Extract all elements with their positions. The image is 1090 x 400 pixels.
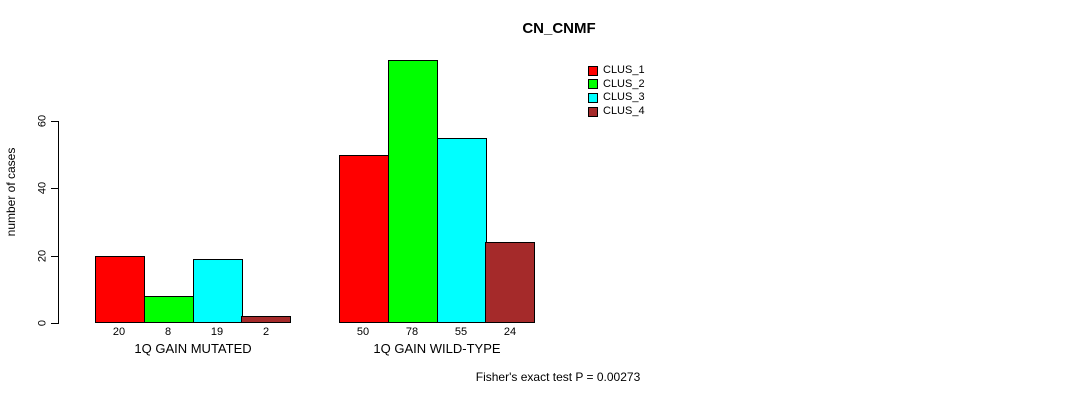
y-tick-label: 20 [36,249,49,263]
bar-clus-1-1q-gain-wild-type [339,155,389,323]
legend-item-clus-1: CLUS_1 [588,64,645,78]
chart-title: CN_CNMF [522,20,596,37]
legend-label: CLUS_1 [603,64,645,77]
bar-clus-4-1q-gain-wild-type [485,242,535,323]
fisher-test-annotation: Fisher's exact test P = 0.00273 [475,370,641,384]
bar-value-label: 20 [112,326,126,338]
y-axis-line [58,121,59,324]
legend-swatch-icon [588,65,598,76]
group-label-1q-gain-mutated: 1Q GAIN MUTATED [134,341,252,356]
bar-clus-3-1q-gain-mutated [193,259,243,323]
y-tick [51,121,58,122]
bar-clus-2-1q-gain-wild-type [388,60,438,323]
bar-value-label: 24 [503,326,517,338]
bar-clus-2-1q-gain-mutated [144,296,194,323]
bar-value-label: 8 [164,326,172,338]
legend-item-clus-2: CLUS_2 [588,78,645,92]
bar-value-label: 78 [405,326,419,338]
bar-value-label: 19 [210,326,224,338]
legend-item-clus-3: CLUS_3 [588,91,645,105]
bar-clus-3-1q-gain-wild-type [437,138,487,323]
legend-label: CLUS_2 [603,77,645,90]
y-tick [51,188,58,189]
y-tick [51,256,58,257]
group-label-1q-gain-wild-type: 1Q GAIN WILD-TYPE [373,341,501,356]
bar-value-label: 50 [356,326,370,338]
legend: CLUS_1 CLUS_2 CLUS_3 CLUS_4 [588,64,645,118]
bar-clus-1-1q-gain-mutated [95,256,145,323]
y-tick-label: 0 [36,319,49,327]
y-axis-label: number of cases [4,147,18,237]
bar-value-label: 55 [454,326,468,338]
legend-swatch-icon [588,92,598,103]
legend-swatch-icon [588,79,598,90]
y-tick [51,323,58,324]
bar-clus-4-1q-gain-mutated [241,316,291,323]
legend-label: CLUS_3 [603,91,645,104]
y-tick-label: 40 [36,181,49,195]
legend-swatch-icon [588,106,598,117]
y-tick-label: 60 [36,114,49,128]
legend-label: CLUS_4 [603,105,645,118]
legend-item-clus-4: CLUS_4 [588,105,645,119]
bar-value-label: 2 [262,326,270,338]
